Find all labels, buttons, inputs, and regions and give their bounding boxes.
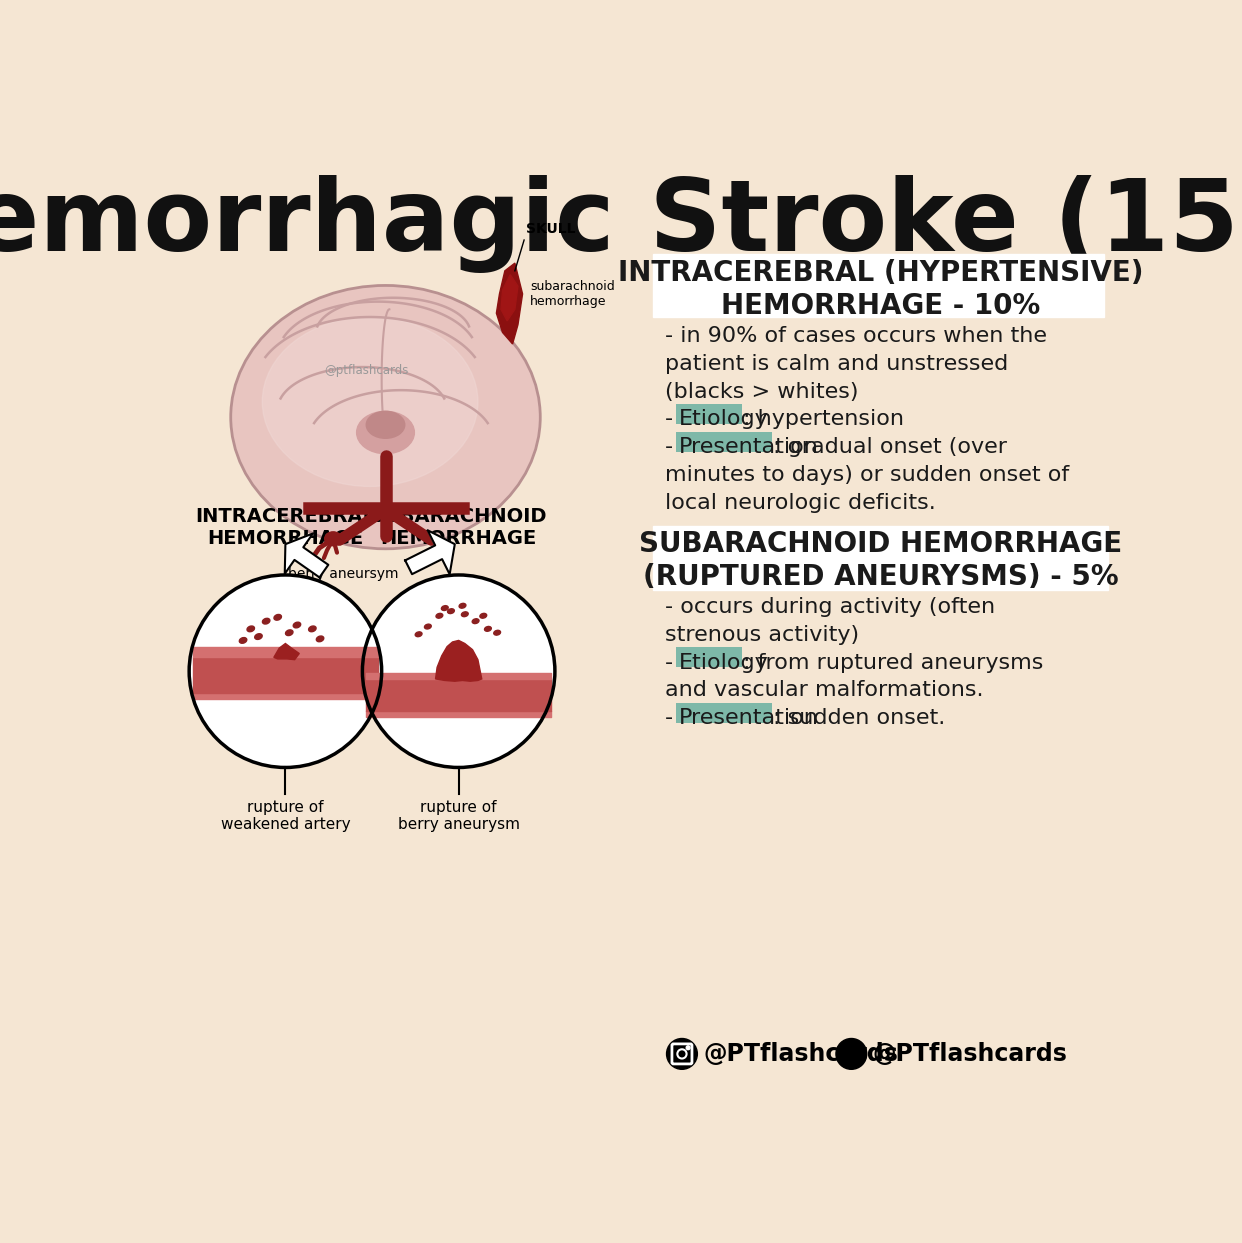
Text: SUBARACHNOID HEMORRHAGE
(RUPTURED ANEURYSMS) - 5%: SUBARACHNOID HEMORRHAGE (RUPTURED ANEURY… — [640, 531, 1123, 590]
Text: - occurs during activity (often: - occurs during activity (often — [664, 598, 995, 618]
Ellipse shape — [472, 619, 479, 624]
Ellipse shape — [247, 626, 255, 631]
Ellipse shape — [479, 613, 487, 618]
Polygon shape — [501, 275, 518, 321]
Text: @PTflashcards: @PTflashcards — [703, 1042, 898, 1066]
Ellipse shape — [317, 636, 324, 641]
Ellipse shape — [460, 603, 466, 608]
Text: -: - — [664, 653, 681, 672]
Text: SKULL: SKULL — [527, 222, 576, 236]
FancyBboxPatch shape — [676, 431, 773, 451]
FancyBboxPatch shape — [676, 648, 743, 667]
Text: and vascular malformations.: and vascular malformations. — [664, 680, 984, 701]
Polygon shape — [273, 644, 299, 660]
Text: Hemorrhagic Stroke (15%): Hemorrhagic Stroke (15%) — [0, 174, 1242, 272]
Text: rupture of
weakened artery: rupture of weakened artery — [221, 799, 350, 833]
Text: - in 90% of cases occurs when the: - in 90% of cases occurs when the — [664, 326, 1047, 347]
Ellipse shape — [436, 613, 443, 618]
Text: patient is calm and unstressed: patient is calm and unstressed — [664, 354, 1009, 374]
Ellipse shape — [494, 630, 501, 635]
Text: -: - — [664, 438, 681, 457]
Ellipse shape — [441, 605, 448, 610]
Text: Etiology: Etiology — [679, 653, 769, 672]
Text: Presentation: Presentation — [679, 438, 820, 457]
Text: INTRACEREBRAL
HEMORRHAGE: INTRACEREBRAL HEMORRHAGE — [195, 507, 375, 548]
Polygon shape — [497, 264, 523, 344]
Ellipse shape — [308, 626, 315, 631]
Ellipse shape — [462, 612, 468, 617]
Circle shape — [686, 1045, 691, 1049]
Ellipse shape — [262, 618, 270, 624]
Ellipse shape — [286, 630, 293, 635]
Text: Presentation: Presentation — [679, 709, 820, 728]
Ellipse shape — [447, 609, 455, 614]
Ellipse shape — [356, 411, 415, 454]
Ellipse shape — [324, 532, 342, 546]
Ellipse shape — [240, 638, 247, 644]
Ellipse shape — [425, 624, 431, 629]
Text: minutes to days) or sudden onset of: minutes to days) or sudden onset of — [664, 465, 1069, 485]
Polygon shape — [405, 531, 455, 574]
Text: strenous activity): strenous activity) — [664, 625, 859, 645]
Ellipse shape — [415, 631, 422, 636]
Text: Etiology: Etiology — [679, 409, 769, 429]
Ellipse shape — [262, 317, 478, 486]
Text: INTRACEREBRAL (HYPERTENSIVE)
HEMORRHAGE - 10%: INTRACEREBRAL (HYPERTENSIVE) HEMORRHAGE … — [617, 260, 1144, 319]
Ellipse shape — [274, 614, 282, 620]
FancyBboxPatch shape — [676, 702, 773, 723]
Text: : from ruptured aneurysms: : from ruptured aneurysms — [743, 653, 1043, 672]
Text: -: - — [664, 709, 681, 728]
Circle shape — [667, 1038, 697, 1069]
Text: rupture of
berry aneurysm: rupture of berry aneurysm — [397, 799, 519, 833]
Polygon shape — [284, 533, 328, 578]
Ellipse shape — [366, 411, 405, 439]
Circle shape — [189, 576, 381, 767]
Text: @PTflashcards: @PTflashcards — [873, 1042, 1068, 1066]
Text: : gradual onset (over: : gradual onset (over — [773, 438, 1007, 457]
Text: @ptflashcards: @ptflashcards — [324, 364, 409, 378]
Polygon shape — [436, 640, 482, 681]
Ellipse shape — [255, 634, 262, 639]
Text: SUBARACHNOID
HEMORRHAGE: SUBARACHNOID HEMORRHAGE — [370, 507, 546, 548]
Text: : sudden onset.: : sudden onset. — [773, 709, 945, 728]
Text: : hypertension: : hypertension — [743, 409, 904, 429]
Ellipse shape — [484, 626, 492, 631]
Circle shape — [836, 1038, 867, 1069]
Text: 🐦: 🐦 — [846, 1044, 857, 1063]
Ellipse shape — [231, 286, 539, 548]
Text: (blacks > whites): (blacks > whites) — [664, 382, 858, 401]
Text: berry aneursym: berry aneursym — [288, 567, 399, 582]
Text: local neurologic deficits.: local neurologic deficits. — [664, 492, 935, 512]
Ellipse shape — [293, 623, 301, 628]
Text: subarachnoid
hemorrhage: subarachnoid hemorrhage — [530, 280, 615, 308]
FancyBboxPatch shape — [676, 404, 743, 424]
Text: -: - — [664, 409, 681, 429]
Circle shape — [363, 576, 555, 767]
FancyBboxPatch shape — [653, 527, 1108, 589]
FancyBboxPatch shape — [653, 254, 1104, 317]
